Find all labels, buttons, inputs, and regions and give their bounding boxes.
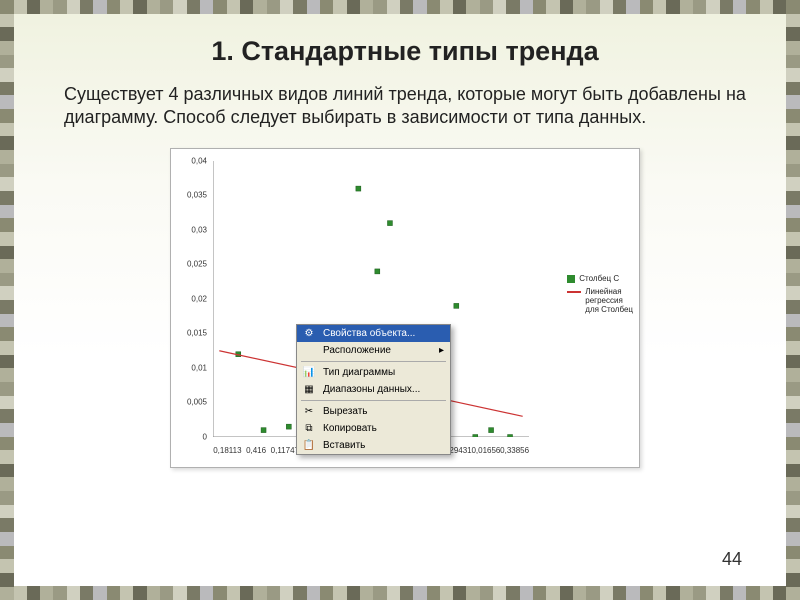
y-tick-label: 0,01	[191, 363, 207, 372]
range-icon: ▦	[302, 382, 316, 396]
y-tick-label: 0,005	[187, 398, 207, 407]
y-tick-label: 0	[203, 432, 207, 441]
menu-item-label: Копировать	[323, 423, 377, 434]
legend-label-1: Столбец C	[579, 274, 619, 283]
menu-item-label: Свойства объекта...	[323, 328, 415, 339]
menu-item[interactable]: ✂ Вырезать	[297, 403, 450, 420]
menu-item[interactable]: ⚙ Свойства объекта...	[297, 325, 450, 342]
menu-item-label: Вставить	[323, 440, 365, 451]
decorative-border-top	[0, 0, 800, 14]
x-tick-label: 0,01656	[471, 446, 500, 455]
slide-title: 1. Стандартные типы тренда	[64, 36, 746, 67]
y-tick-label: 0,035	[187, 191, 207, 200]
menu-separator	[301, 361, 446, 362]
menu-item[interactable]: ▦ Диапазоны данных...	[297, 381, 450, 398]
page-number: 44	[722, 549, 742, 570]
legend-line-icon	[567, 291, 581, 293]
slide-body-text: Существует 4 различных видов линий тренд…	[64, 83, 746, 130]
y-tick-label: 0,04	[191, 156, 207, 165]
y-tick-label: 0,03	[191, 225, 207, 234]
menu-item-label: Вырезать	[323, 406, 367, 417]
menu-item-label: Расположение	[323, 345, 391, 356]
x-tick-label: 0,33856	[500, 446, 529, 455]
x-tick-label: 0,416	[246, 446, 266, 455]
menu-separator	[301, 400, 446, 401]
y-axis-labels: 00,0050,010,0150,020,0250,030,0350,04	[171, 161, 211, 437]
y-tick-label: 0,025	[187, 260, 207, 269]
menu-item-label: Диапазоны данных...	[323, 384, 420, 395]
legend-item-1: Столбец C	[567, 274, 633, 283]
paste-icon: 📋	[302, 438, 316, 452]
gear-icon: ⚙	[302, 326, 316, 340]
legend-label-2b: регрессия	[585, 296, 633, 305]
y-tick-label: 0,02	[191, 294, 207, 303]
decorative-border-left	[0, 0, 14, 600]
context-menu[interactable]: ⚙ Свойства объекта... Расположение ▸ 📊 Тип ди…	[296, 324, 451, 455]
scatter-chart: 0 0,005 0,01 0,015 0,02 0,025 0,03 0,035 0,04 0,…	[170, 148, 640, 468]
legend-label-2a: Линейная	[585, 287, 633, 296]
chart-icon: 📊	[302, 365, 316, 379]
copy-icon: ⧉	[302, 421, 316, 435]
legend-label-2c: для Столбец	[585, 305, 633, 314]
menu-item[interactable]: ⧉ Копировать	[297, 420, 450, 437]
x-tick-label: 0,11747	[271, 446, 299, 455]
chart-legend: Столбец C Линейная регрессия для Столбец	[567, 274, 633, 318]
decorative-border-bottom	[0, 586, 800, 600]
legend-marker-icon	[567, 275, 575, 283]
submenu-arrow-icon: ▸	[439, 345, 444, 356]
y-tick-label: 0,015	[187, 329, 207, 338]
cut-icon: ✂	[302, 404, 316, 418]
slide-content: 1. Стандартные типы тренда Существует 4 …	[14, 14, 786, 586]
menu-item[interactable]: Расположение ▸	[297, 342, 450, 359]
menu-item-label: Тип диаграммы	[323, 367, 395, 378]
menu-item[interactable]: 📊 Тип диаграммы	[297, 364, 450, 381]
menu-item[interactable]: 📋 Вставить	[297, 437, 450, 454]
x-tick-label: 0,18113	[213, 446, 241, 455]
legend-item-2: Линейная регрессия для Столбец	[567, 287, 633, 314]
decorative-border-right	[786, 0, 800, 600]
